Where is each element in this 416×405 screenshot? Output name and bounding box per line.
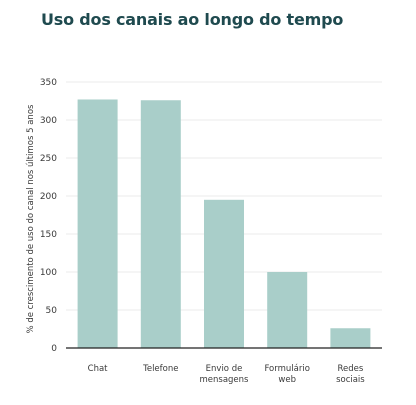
chart-title: Uso dos canais ao longo do tempo	[41, 10, 344, 29]
y-tick-label: 100	[40, 268, 57, 278]
x-tick-label: Formulário web	[264, 364, 309, 385]
bars	[77, 99, 371, 349]
y-tick-label: 50	[46, 306, 58, 316]
x-tick-label: Redes sociais	[336, 364, 365, 385]
x-tick-label: Chat	[88, 364, 109, 374]
bar	[140, 100, 181, 349]
y-tick-label: 350	[40, 78, 57, 88]
bar	[330, 328, 371, 348]
x-tick-labels: Chat Telefone Envio de mensagens Formulário w…	[88, 364, 366, 385]
y-tick-label: 250	[40, 154, 57, 164]
y-tick-label: 300	[40, 116, 57, 126]
y-tick-label: 200	[40, 192, 57, 202]
y-axis-label: % de crescimento de uso do canal nos últ…	[26, 104, 36, 333]
x-tick-label: Envio de mensagens	[200, 364, 250, 385]
bar	[204, 199, 244, 348]
bar	[77, 99, 118, 348]
y-tick-labels: 0 50 100 150 200 250 300 350	[40, 78, 57, 354]
y-tick-label: 0	[51, 344, 57, 354]
x-tick-label: Telefone	[142, 364, 178, 374]
bar	[267, 272, 308, 348]
y-tick-label: 150	[40, 230, 57, 240]
